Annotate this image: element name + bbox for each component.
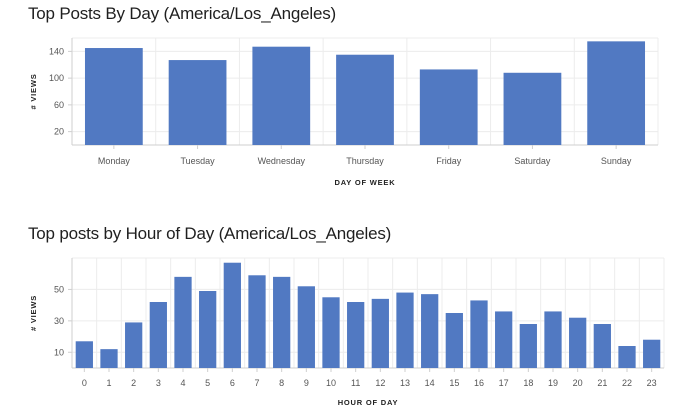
bar-saturday [503, 72, 562, 145]
x-tick-label: 6 [230, 378, 235, 388]
bar-17 [495, 311, 513, 368]
x-tick-label: 11 [351, 378, 360, 388]
x-axis-title: HOUR OF DAY [338, 398, 399, 407]
y-tick-label: 30 [54, 316, 64, 326]
bar-7 [248, 275, 266, 368]
bar-thursday [336, 54, 394, 145]
y-tick-label: 140 [49, 46, 64, 56]
bar-15 [445, 313, 463, 368]
top-posts-by-day-panel: Top Posts By Day (America/Los_Angeles) 2… [0, 0, 700, 200]
x-tick-label: 10 [326, 378, 336, 388]
x-tick-label: 1 [106, 378, 111, 388]
x-tick-label: Tuesday [180, 156, 215, 166]
bar-16 [470, 300, 488, 368]
x-tick-label: 2 [131, 378, 136, 388]
bar-9 [297, 286, 315, 368]
bar-14 [421, 294, 439, 368]
y-tick-label: 20 [54, 127, 64, 137]
bar-3 [149, 302, 167, 368]
bar-8 [273, 276, 291, 368]
bar-21 [593, 324, 611, 368]
x-tick-label: 13 [400, 378, 410, 388]
x-tick-label: 5 [205, 378, 210, 388]
bar-23 [643, 339, 661, 368]
x-tick-label: 12 [375, 378, 385, 388]
bar-5 [199, 291, 217, 368]
x-tick-label: Thursday [346, 156, 384, 166]
x-tick-label: Monday [98, 156, 131, 166]
grid [71, 257, 665, 368]
x-tick-label: 19 [548, 378, 558, 388]
day-chart-title: Top Posts By Day (America/Los_Angeles) [28, 4, 336, 23]
bar-friday [419, 69, 478, 145]
bar-18 [519, 324, 537, 368]
bar-11 [347, 302, 365, 368]
bar-sunday [587, 41, 646, 145]
bar-13 [396, 292, 414, 368]
bar-monday [84, 48, 143, 145]
x-tick-label: Wednesday [258, 156, 306, 166]
x-axis-title: DAY OF WEEK [335, 178, 396, 187]
bar-19 [544, 311, 562, 368]
x-tick-label: Sunday [601, 156, 632, 166]
bar-wednesday [252, 46, 311, 145]
hour-chart-title: Top posts by Hour of Day (America/Los_An… [28, 224, 392, 243]
day-of-week-bar-chart: 20 60 100 140 Monday Tuesday Wednesday Thursday… [29, 37, 659, 187]
x-tick-label: 17 [499, 378, 509, 388]
x-tick-label: Saturday [514, 156, 551, 166]
bar-0 [75, 341, 93, 368]
bar-12 [371, 298, 389, 368]
y-tick-label: 60 [54, 100, 64, 110]
x-tick-label: 22 [622, 378, 632, 388]
bar-10 [322, 297, 340, 368]
y-tick-label: 50 [54, 284, 64, 294]
x-tick-label: 16 [474, 378, 484, 388]
x-tick-label: 8 [279, 378, 284, 388]
x-tick-label: 23 [647, 378, 657, 388]
x-tick-label: 9 [304, 378, 309, 388]
x-tick-label: 0 [82, 378, 87, 388]
y-axis-title: # VIEWS [29, 295, 38, 331]
bar-4 [174, 276, 192, 368]
bar-20 [569, 317, 587, 368]
x-tick-label: 21 [597, 378, 607, 388]
x-tick-label: 15 [449, 378, 459, 388]
x-tick-label: 3 [156, 378, 161, 388]
bar-2 [125, 322, 143, 368]
x-tick-label: Friday [436, 156, 462, 166]
y-axis-title: # VIEWS [29, 73, 38, 109]
bar-tuesday [168, 60, 227, 145]
bar-6 [223, 262, 241, 368]
bar-1 [100, 349, 118, 368]
y-tick-label: 10 [54, 347, 64, 357]
x-tick-label: 20 [573, 378, 583, 388]
y-tick-label: 100 [49, 73, 64, 83]
x-tick-label: 7 [254, 378, 259, 388]
top-posts-by-hour-panel: Top posts by Hour of Day (America/Los_An… [0, 210, 700, 417]
x-tick-label: 4 [180, 378, 185, 388]
bar-22 [618, 346, 636, 368]
x-tick-label: 18 [523, 378, 533, 388]
x-tick-label: 14 [425, 378, 435, 388]
